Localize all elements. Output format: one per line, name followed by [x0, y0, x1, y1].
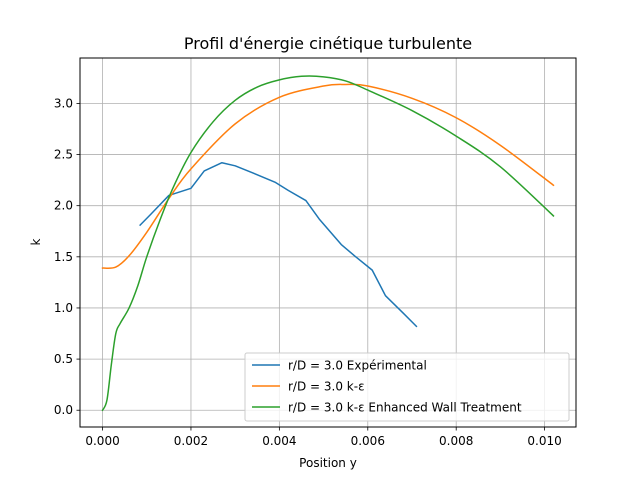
chart-title: Profil d'énergie cinétique turbulente	[184, 34, 472, 53]
legend-label-3: r/D = 3.0 k-ε Enhanced Wall Treatment	[288, 401, 522, 415]
x-tick-label: 0.000	[85, 434, 119, 448]
series-line-2	[101, 83, 555, 270]
x-tick-label: 0.006	[351, 434, 385, 448]
y-tick-label: 1.0	[54, 301, 73, 315]
legend-label-1: r/D = 3.0 Expérimental	[288, 359, 427, 373]
y-tick-label: 0.5	[54, 352, 73, 366]
grid	[80, 58, 576, 427]
y-tick-label: 3.0	[54, 96, 73, 110]
y-tick-label: 1.5	[54, 250, 73, 264]
legend-label-2: r/D = 3.0 k-ε	[288, 380, 365, 394]
y-axis-title: k	[29, 238, 43, 245]
axis-ticks: 0.000 0.002 0.004 0.006 0.008 0.010 0.0 0.5 1.0 1…	[54, 96, 562, 448]
y-tick-label: 2.0	[54, 199, 73, 213]
y-tick-label: 0.0	[54, 403, 73, 417]
legend: r/D = 3.0 Expérimental r/D = 3.0 k-ε r/D =…	[244, 352, 570, 422]
x-tick-label: 0.002	[174, 434, 208, 448]
series-line-3	[101, 75, 555, 412]
plot-frame	[79, 57, 577, 428]
x-axis-title: Position y	[299, 456, 357, 470]
y-tick-label: 2.5	[54, 148, 73, 162]
legend-box	[244, 352, 570, 422]
x-tick-label: 0.004	[262, 434, 296, 448]
x-tick-label: 0.008	[439, 434, 473, 448]
series-line-1	[139, 161, 418, 328]
x-tick-label: 0.010	[527, 434, 561, 448]
series-lines	[101, 75, 555, 412]
